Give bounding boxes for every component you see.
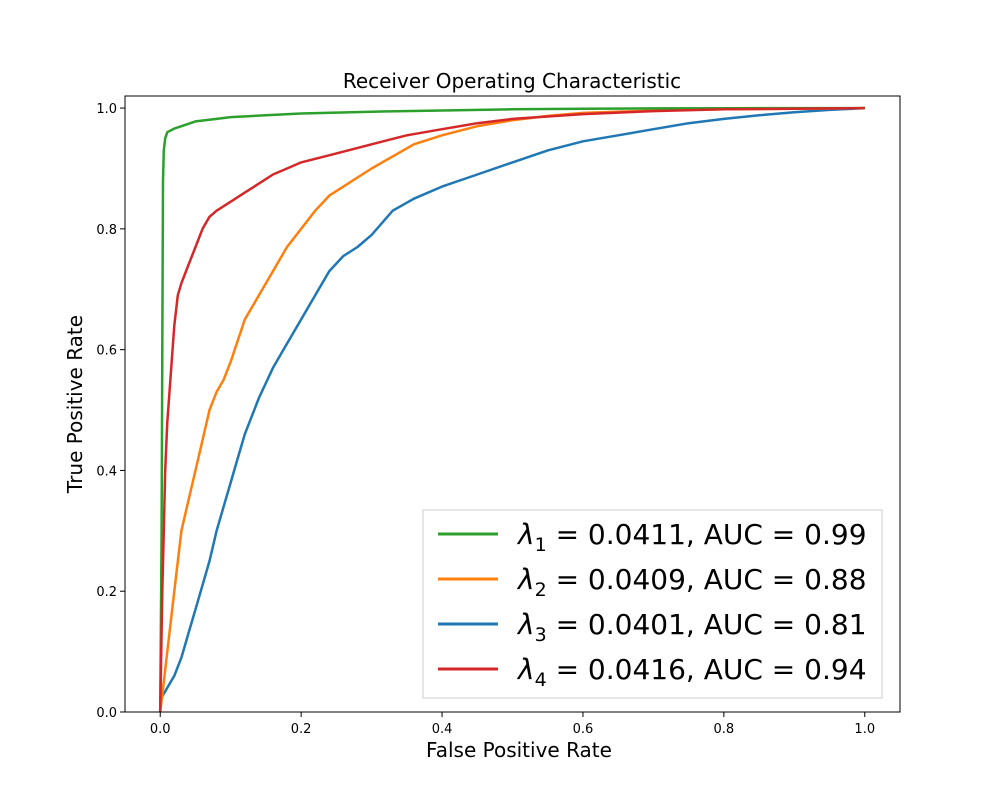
x-tick-label: 0.2: [291, 722, 312, 737]
x-tick-label: 1.0: [854, 722, 875, 737]
chart-title: Receiver Operating Characteristic: [343, 69, 681, 93]
y-tick-label: 0.2: [96, 585, 117, 600]
x-tick-label: 0.6: [573, 722, 594, 737]
roc-curve-series-4: [158, 106, 865, 713]
legend: λ1 = 0.0411, AUC = 0.99 λ2 = 0.0409, AUC …: [422, 509, 883, 699]
y-tick-label: 0.6: [96, 344, 117, 359]
legend-label-3: λ3 = 0.0401, AUC = 0.81: [516, 608, 867, 646]
y-tick-label: 0.4: [96, 464, 117, 479]
x-tick-label: 0.4: [432, 722, 453, 737]
plot-frame: [124, 95, 901, 713]
y-tick-label: 1.0: [96, 102, 117, 117]
curves-layer: [158, 106, 865, 713]
x-axis-label: False Positive Rate: [426, 738, 612, 762]
roc-curve-series-3: [159, 106, 865, 701]
y-tick-label: 0.0: [96, 706, 117, 721]
y-axis-label: True Positive Rate: [63, 315, 87, 494]
x-axis-ticks: 0.0 0.2 0.4 0.6 0.8 1.0: [150, 712, 875, 737]
legend-box: [422, 509, 883, 699]
roc-curve-series-1: [158, 106, 865, 713]
x-tick-label: 0.8: [714, 722, 735, 737]
x-tick-label: 0.0: [150, 722, 171, 737]
legend-label-4: λ4 = 0.0416, AUC = 0.94: [516, 653, 867, 691]
legend-label-2: λ2 = 0.0409, AUC = 0.88: [516, 563, 867, 601]
legend-label-1: λ1 = 0.0411, AUC = 0.99: [516, 518, 867, 556]
y-tick-label: 0.8: [96, 223, 117, 238]
y-axis-ticks: 0.0 0.2 0.4 0.6 0.8 1.0: [96, 102, 125, 721]
